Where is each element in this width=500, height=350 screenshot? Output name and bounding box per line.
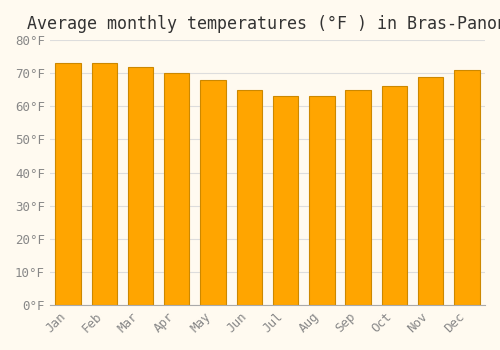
Bar [382, 86, 407, 305]
Bar [418, 77, 444, 305]
Title: Average monthly temperatures (°F ) in Bras-Panon: Average monthly temperatures (°F ) in Br… [28, 15, 500, 33]
Bar [454, 70, 479, 305]
Bar [273, 96, 298, 305]
Bar [346, 90, 371, 305]
Bar [128, 66, 153, 305]
Bar [164, 73, 190, 305]
Bar [309, 96, 334, 305]
Bar [92, 63, 117, 305]
Bar [56, 63, 80, 305]
Bar [236, 90, 262, 305]
Bar [200, 80, 226, 305]
